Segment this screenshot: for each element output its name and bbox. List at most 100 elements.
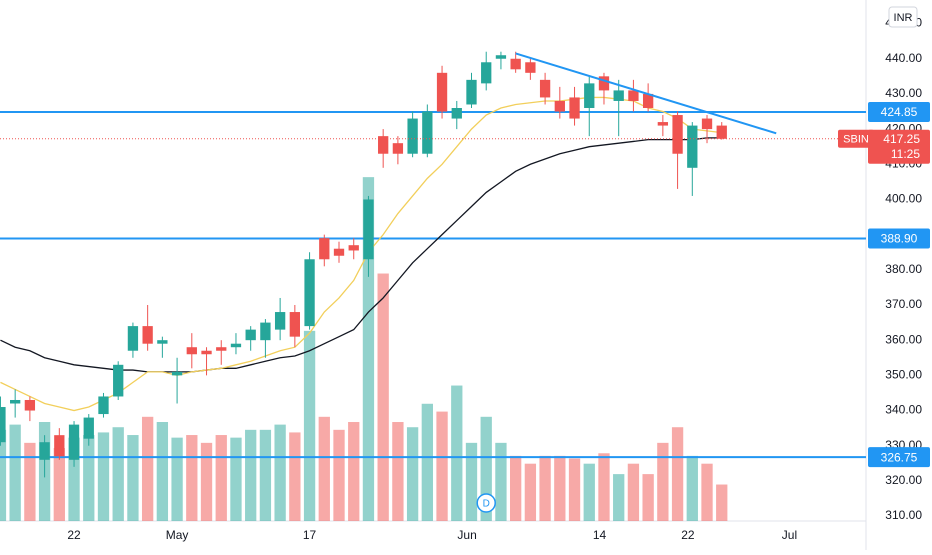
candle-body	[230, 343, 242, 348]
candle-body	[466, 79, 477, 105]
volume-bar	[215, 435, 227, 521]
candle-body	[157, 340, 168, 344]
candle-body	[127, 326, 139, 351]
level-label: 424.85	[881, 105, 918, 119]
volume-bar	[186, 435, 198, 521]
candle-body	[392, 143, 404, 154]
x-tick-label: 17	[303, 528, 317, 542]
volume-bar	[377, 273, 389, 521]
level-label: 326.75	[881, 450, 918, 464]
volume-bar	[480, 416, 492, 521]
volume-bar	[0, 429, 7, 521]
volume-bar	[68, 437, 80, 521]
y-tick-label: 310.00	[885, 508, 922, 522]
y-tick-label: 430.00	[885, 86, 922, 100]
volume-bar	[421, 403, 433, 521]
volume-bar	[510, 455, 522, 521]
volume-bar	[303, 330, 316, 521]
volume-bar	[686, 455, 698, 521]
volume-bar	[671, 427, 684, 521]
candle-body	[481, 62, 492, 84]
candle-body	[186, 347, 197, 355]
level-badge	[868, 447, 930, 468]
candle-body	[171, 371, 183, 376]
candle-body	[142, 326, 153, 344]
volume-bar	[127, 435, 139, 521]
x-tick-label: 22	[681, 528, 695, 542]
volume-bar	[392, 422, 404, 521]
volume-bar	[112, 427, 124, 521]
candle-body	[525, 62, 536, 73]
volume-bar	[171, 437, 183, 521]
volume-bar	[495, 442, 507, 521]
x-tick-label: Jul	[782, 528, 797, 542]
price-label: 417.25	[883, 132, 920, 146]
candle-body	[319, 238, 330, 260]
volume-bar	[465, 442, 478, 521]
candle-body	[274, 312, 286, 330]
candle-body	[378, 136, 389, 154]
candle-body	[569, 97, 580, 119]
candle-body	[201, 350, 212, 355]
volume-bar	[436, 411, 448, 521]
x-tick-label: 22	[67, 528, 81, 542]
candle-body	[216, 347, 227, 351]
candle-body	[584, 83, 595, 108]
candle-body	[672, 115, 683, 154]
currency-label: INR	[894, 12, 913, 24]
candle-body	[539, 79, 551, 98]
volume-bar	[657, 442, 669, 521]
volume-bar	[200, 442, 213, 521]
y-tick-label: 400.00	[885, 192, 922, 206]
volume-bar	[289, 432, 301, 521]
volume-bar	[539, 455, 551, 521]
candle-body	[10, 399, 21, 404]
candle-body	[407, 118, 418, 154]
candle-body	[83, 417, 94, 439]
volume-bar	[9, 424, 21, 521]
volume-bar	[451, 385, 463, 521]
volume-bar	[701, 463, 713, 521]
candle-body	[495, 55, 507, 59]
candle-body	[333, 248, 345, 256]
event-label: D	[483, 499, 490, 510]
volume-bar	[554, 455, 566, 521]
x-tick-label: 14	[593, 528, 607, 542]
volume-bar	[716, 484, 728, 521]
candle-body	[642, 93, 654, 108]
candle-body	[0, 407, 6, 443]
volume-bar	[583, 463, 595, 521]
candle-body	[304, 259, 315, 327]
candle-body	[628, 90, 639, 101]
candle-body	[701, 118, 713, 130]
candle-body	[54, 435, 65, 457]
volume-bar	[406, 427, 419, 521]
volume-bar	[348, 422, 360, 521]
volume-bar	[274, 424, 286, 521]
x-tick-label: May	[166, 528, 189, 542]
candle-body	[39, 442, 50, 460]
y-tick-label: 360.00	[885, 332, 922, 346]
symbol-badge	[838, 129, 874, 148]
volume-bar	[524, 463, 537, 521]
level-badge	[868, 228, 930, 249]
y-tick-label: 350.00	[885, 368, 922, 382]
candle-body	[687, 125, 698, 168]
volume-bar	[318, 416, 330, 521]
candle-body	[24, 399, 36, 411]
y-tick-label: 370.00	[885, 297, 922, 311]
candle-body	[510, 58, 521, 70]
candle-body	[245, 329, 256, 341]
trendline	[515, 52, 777, 135]
x-tick-label: Jun	[457, 528, 476, 542]
volume-bar	[97, 432, 110, 521]
volume-bar	[230, 437, 242, 521]
volume-bar	[642, 474, 654, 521]
candle-body	[716, 125, 727, 139]
event-marker	[476, 493, 496, 513]
candle-body	[657, 122, 669, 126]
volume-bar	[568, 458, 581, 521]
volume-bar	[24, 442, 36, 521]
y-tick-label: 320.00	[885, 473, 922, 487]
